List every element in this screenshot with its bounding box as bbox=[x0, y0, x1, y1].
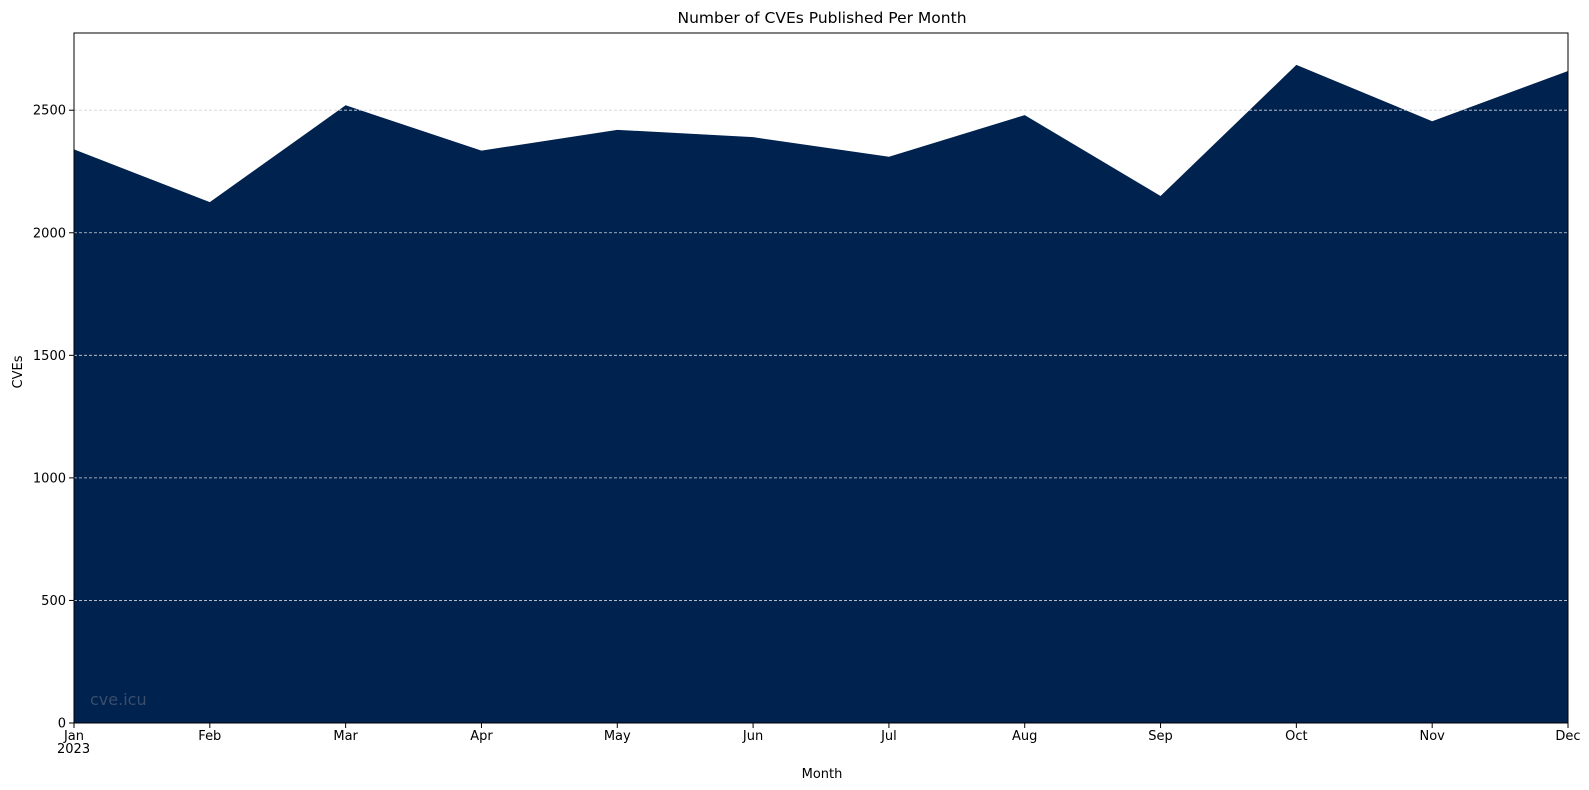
x-axis-year-label: 2023 bbox=[57, 742, 90, 757]
x-axis-title: Month bbox=[802, 767, 843, 782]
gridlines bbox=[74, 109, 1568, 601]
x-axis: Jan Feb Mar Apr May Jun Jul Aug Sep Oct Nov Dec bbox=[63, 723, 1581, 744]
x-tick-label: May bbox=[604, 729, 631, 744]
x-tick-label: Nov bbox=[1419, 729, 1445, 744]
y-tick-label: 2000 bbox=[33, 226, 66, 241]
x-tick-label: Aug bbox=[1012, 729, 1037, 744]
x-tick-label: Jan bbox=[63, 729, 84, 744]
y-tick-label: 500 bbox=[41, 594, 66, 609]
chart-title: Number of CVEs Published Per Month bbox=[677, 9, 966, 27]
x-tick-label: Mar bbox=[333, 729, 358, 744]
x-tick-label: Dec bbox=[1555, 729, 1580, 744]
y-tick-label: 1500 bbox=[33, 349, 66, 364]
x-tick-label: Jun bbox=[742, 729, 763, 744]
plot-frame bbox=[73, 32, 1569, 724]
x-tick-label: Feb bbox=[198, 729, 221, 744]
x-tick-label: Oct bbox=[1285, 729, 1307, 744]
watermark-text: cve.icu bbox=[90, 690, 147, 709]
area-series bbox=[74, 64, 1568, 724]
x-tick-label: Jul bbox=[880, 729, 897, 744]
y-tick-label: 2500 bbox=[33, 104, 66, 119]
plot-area: cve.icu bbox=[73, 32, 1569, 724]
y-tick-label: 1000 bbox=[33, 471, 66, 486]
x-tick-label: Apr bbox=[470, 729, 493, 744]
x-tick-label: Sep bbox=[1148, 729, 1173, 744]
y-tick-label: 0 bbox=[58, 717, 66, 732]
y-axis-title: CVEs bbox=[11, 355, 26, 388]
y-axis: 0 500 1000 1500 2000 2500 bbox=[33, 104, 74, 732]
